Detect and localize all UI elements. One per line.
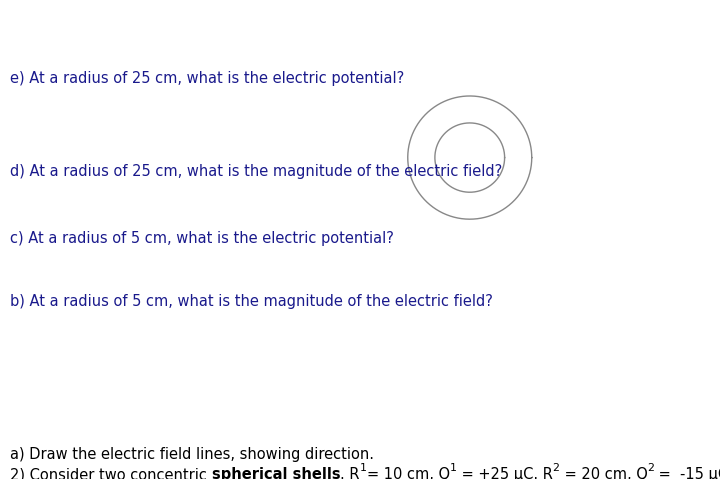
Text: = 10 cm, Q: = 10 cm, Q — [366, 467, 450, 479]
Text: spherical shells: spherical shells — [212, 467, 340, 479]
Text: e) At a radius of 25 cm, what is the electric potential?: e) At a radius of 25 cm, what is the ele… — [10, 71, 404, 86]
Text: a) Draw the electric field lines, showing direction.: a) Draw the electric field lines, showin… — [10, 447, 374, 462]
Text: =  -15 μC. V = 0 at r =0.: = -15 μC. V = 0 at r =0. — [654, 467, 720, 479]
Text: = +25 μC. R: = +25 μC. R — [456, 467, 553, 479]
Text: 1: 1 — [450, 463, 456, 473]
Text: b) At a radius of 5 cm, what is the magnitude of the electric field?: b) At a radius of 5 cm, what is the magn… — [10, 294, 493, 309]
Text: 2: 2 — [647, 463, 654, 473]
Text: 2) Consider two concentric: 2) Consider two concentric — [10, 467, 212, 479]
Text: . R: . R — [340, 467, 359, 479]
Text: 1: 1 — [359, 463, 366, 473]
Text: 2: 2 — [553, 463, 559, 473]
Text: c) At a radius of 5 cm, what is the electric potential?: c) At a radius of 5 cm, what is the elec… — [10, 231, 394, 246]
Text: = 20 cm, Q: = 20 cm, Q — [559, 467, 647, 479]
Text: d) At a radius of 25 cm, what is the magnitude of the electric field?: d) At a radius of 25 cm, what is the mag… — [10, 164, 503, 179]
